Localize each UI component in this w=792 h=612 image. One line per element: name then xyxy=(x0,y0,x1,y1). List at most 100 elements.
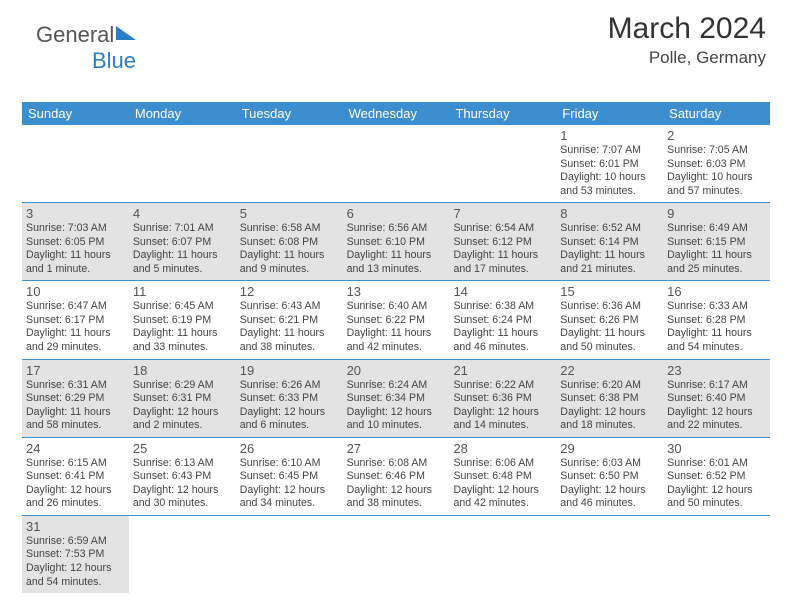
calendar-cell: 29Sunrise: 6:03 AMSunset: 6:50 PMDayligh… xyxy=(556,438,663,515)
calendar-cell-blank xyxy=(449,516,556,593)
day-number: 19 xyxy=(240,362,339,378)
sunrise-text: Sunrise: 6:20 AM xyxy=(560,379,659,393)
day-number: 3 xyxy=(26,205,125,221)
daylight-text: Daylight: 12 hours and 50 minutes. xyxy=(667,484,766,511)
sunset-text: Sunset: 6:31 PM xyxy=(133,392,232,406)
calendar-cell: 22Sunrise: 6:20 AMSunset: 6:38 PMDayligh… xyxy=(556,360,663,437)
sunrise-text: Sunrise: 6:29 AM xyxy=(133,379,232,393)
calendar-cell: 13Sunrise: 6:40 AMSunset: 6:22 PMDayligh… xyxy=(343,281,450,358)
day-number: 24 xyxy=(26,440,125,456)
calendar-cell-blank xyxy=(343,516,450,593)
sunrise-text: Sunrise: 6:58 AM xyxy=(240,222,339,236)
day-number: 4 xyxy=(133,205,232,221)
calendar-cell: 2Sunrise: 7:05 AMSunset: 6:03 PMDaylight… xyxy=(663,125,770,202)
day-number: 27 xyxy=(347,440,446,456)
daylight-text: Daylight: 12 hours and 34 minutes. xyxy=(240,484,339,511)
calendar-cell: 7Sunrise: 6:54 AMSunset: 6:12 PMDaylight… xyxy=(449,203,556,280)
calendar-cell: 20Sunrise: 6:24 AMSunset: 6:34 PMDayligh… xyxy=(343,360,450,437)
day-number: 20 xyxy=(347,362,446,378)
day-header: Saturday xyxy=(663,102,770,125)
calendar-body: 1Sunrise: 7:07 AMSunset: 6:01 PMDaylight… xyxy=(22,125,770,593)
calendar-row: 31Sunrise: 6:59 AMSunset: 7:53 PMDayligh… xyxy=(22,516,770,593)
sunrise-text: Sunrise: 6:45 AM xyxy=(133,300,232,314)
day-header-row: SundayMondayTuesdayWednesdayThursdayFrid… xyxy=(22,102,770,125)
daylight-text: Daylight: 12 hours and 6 minutes. xyxy=(240,406,339,433)
daylight-text: Daylight: 12 hours and 26 minutes. xyxy=(26,484,125,511)
day-number: 9 xyxy=(667,205,766,221)
sunrise-text: Sunrise: 7:03 AM xyxy=(26,222,125,236)
day-number: 28 xyxy=(453,440,552,456)
sunrise-text: Sunrise: 7:05 AM xyxy=(667,144,766,158)
calendar-cell: 28Sunrise: 6:06 AMSunset: 6:48 PMDayligh… xyxy=(449,438,556,515)
sunrise-text: Sunrise: 7:01 AM xyxy=(133,222,232,236)
sunrise-text: Sunrise: 6:08 AM xyxy=(347,457,446,471)
calendar-cell-blank xyxy=(236,125,343,202)
sunset-text: Sunset: 6:43 PM xyxy=(133,470,232,484)
day-header: Sunday xyxy=(22,102,129,125)
daylight-text: Daylight: 12 hours and 14 minutes. xyxy=(453,406,552,433)
sunset-text: Sunset: 6:29 PM xyxy=(26,392,125,406)
sunset-text: Sunset: 7:53 PM xyxy=(26,548,125,562)
sunrise-text: Sunrise: 6:31 AM xyxy=(26,379,125,393)
sunset-text: Sunset: 6:34 PM xyxy=(347,392,446,406)
calendar-cell: 9Sunrise: 6:49 AMSunset: 6:15 PMDaylight… xyxy=(663,203,770,280)
sunset-text: Sunset: 6:19 PM xyxy=(133,314,232,328)
daylight-text: Daylight: 11 hours and 29 minutes. xyxy=(26,327,125,354)
calendar-cell-blank xyxy=(663,516,770,593)
day-number: 14 xyxy=(453,283,552,299)
sunset-text: Sunset: 6:33 PM xyxy=(240,392,339,406)
daylight-text: Daylight: 12 hours and 2 minutes. xyxy=(133,406,232,433)
sunset-text: Sunset: 6:52 PM xyxy=(667,470,766,484)
brand-logo: General Blue xyxy=(36,22,138,74)
sunrise-text: Sunrise: 6:36 AM xyxy=(560,300,659,314)
location: Polle, Germany xyxy=(608,48,766,68)
daylight-text: Daylight: 12 hours and 42 minutes. xyxy=(453,484,552,511)
calendar-cell: 18Sunrise: 6:29 AMSunset: 6:31 PMDayligh… xyxy=(129,360,236,437)
day-number: 12 xyxy=(240,283,339,299)
sunset-text: Sunset: 6:40 PM xyxy=(667,392,766,406)
daylight-text: Daylight: 10 hours and 53 minutes. xyxy=(560,171,659,198)
calendar-cell-blank xyxy=(22,125,129,202)
sunset-text: Sunset: 6:28 PM xyxy=(667,314,766,328)
sunrise-text: Sunrise: 7:07 AM xyxy=(560,144,659,158)
calendar-cell: 26Sunrise: 6:10 AMSunset: 6:45 PMDayligh… xyxy=(236,438,343,515)
day-number: 2 xyxy=(667,127,766,143)
sunrise-text: Sunrise: 6:01 AM xyxy=(667,457,766,471)
calendar-cell: 4Sunrise: 7:01 AMSunset: 6:07 PMDaylight… xyxy=(129,203,236,280)
daylight-text: Daylight: 11 hours and 5 minutes. xyxy=(133,249,232,276)
calendar-cell: 12Sunrise: 6:43 AMSunset: 6:21 PMDayligh… xyxy=(236,281,343,358)
sunset-text: Sunset: 6:45 PM xyxy=(240,470,339,484)
calendar-cell-blank xyxy=(129,125,236,202)
daylight-text: Daylight: 12 hours and 10 minutes. xyxy=(347,406,446,433)
daylight-text: Daylight: 11 hours and 58 minutes. xyxy=(26,406,125,433)
sunrise-text: Sunrise: 6:13 AM xyxy=(133,457,232,471)
sunrise-text: Sunrise: 6:47 AM xyxy=(26,300,125,314)
brand-part1: General xyxy=(36,22,114,47)
sunset-text: Sunset: 6:48 PM xyxy=(453,470,552,484)
sunrise-text: Sunrise: 6:03 AM xyxy=(560,457,659,471)
calendar-cell-blank xyxy=(343,125,450,202)
daylight-text: Daylight: 11 hours and 38 minutes. xyxy=(240,327,339,354)
calendar-cell: 25Sunrise: 6:13 AMSunset: 6:43 PMDayligh… xyxy=(129,438,236,515)
day-number: 29 xyxy=(560,440,659,456)
day-header: Monday xyxy=(129,102,236,125)
sunrise-text: Sunrise: 6:54 AM xyxy=(453,222,552,236)
day-number: 21 xyxy=(453,362,552,378)
sunrise-text: Sunrise: 6:17 AM xyxy=(667,379,766,393)
sunrise-text: Sunrise: 6:52 AM xyxy=(560,222,659,236)
day-header: Wednesday xyxy=(343,102,450,125)
sunset-text: Sunset: 6:05 PM xyxy=(26,236,125,250)
daylight-text: Daylight: 11 hours and 33 minutes. xyxy=(133,327,232,354)
daylight-text: Daylight: 11 hours and 25 minutes. xyxy=(667,249,766,276)
sunset-text: Sunset: 6:07 PM xyxy=(133,236,232,250)
calendar-cell: 23Sunrise: 6:17 AMSunset: 6:40 PMDayligh… xyxy=(663,360,770,437)
daylight-text: Daylight: 12 hours and 38 minutes. xyxy=(347,484,446,511)
day-header: Tuesday xyxy=(236,102,343,125)
sunrise-text: Sunrise: 6:49 AM xyxy=(667,222,766,236)
calendar-cell: 14Sunrise: 6:38 AMSunset: 6:24 PMDayligh… xyxy=(449,281,556,358)
sunset-text: Sunset: 6:10 PM xyxy=(347,236,446,250)
sunrise-text: Sunrise: 6:26 AM xyxy=(240,379,339,393)
daylight-text: Daylight: 12 hours and 30 minutes. xyxy=(133,484,232,511)
day-number: 5 xyxy=(240,205,339,221)
calendar-cell: 16Sunrise: 6:33 AMSunset: 6:28 PMDayligh… xyxy=(663,281,770,358)
